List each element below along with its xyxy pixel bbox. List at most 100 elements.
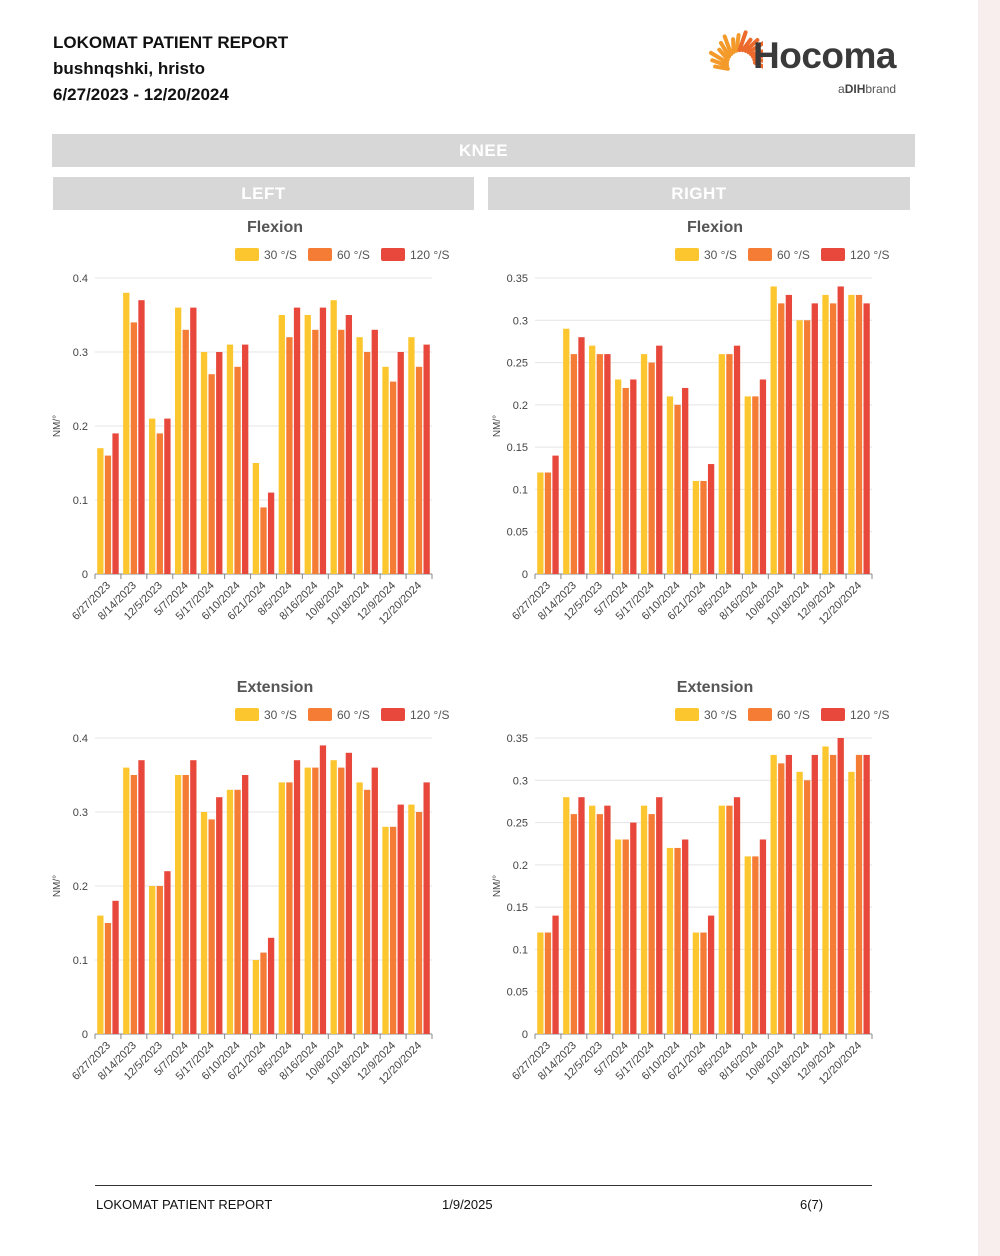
legend-swatch [821,248,845,261]
bar [822,746,829,1034]
bar [537,932,544,1034]
bar [622,839,629,1034]
bar [267,492,275,574]
legend-label: 120 °/S [410,708,450,722]
bar [389,381,397,574]
legend-label: 60 °/S [777,708,810,722]
legend-swatch [675,708,699,721]
bar [666,847,674,1034]
bar [640,354,648,574]
y-axis-label: NM/° [52,415,63,437]
y-tick-label: 0.3 [513,315,528,327]
bar [182,775,189,1034]
y-tick-label: 0.05 [507,987,528,999]
report-title: LOKOMAT PATIENT REPORT [53,33,289,52]
bar [382,826,389,1034]
bar [778,763,785,1034]
patient-name: bushnqshki, hristo [53,59,206,78]
logo-ray [737,30,748,53]
bar [242,344,249,574]
y-axis-label: NM/° [492,415,503,437]
bar [415,366,423,574]
legend-label: 120 °/S [410,248,450,262]
bar [837,738,844,1034]
bar [855,294,863,574]
bar [293,307,301,574]
bar [718,805,725,1034]
bar [112,433,119,574]
bar [604,354,611,574]
chart-left-extension-svg: Extension 30 °/S 60 °/S 120 °/S 0 0.1 0.2 0.3 0.… [52,679,450,1087]
bar [855,754,863,1034]
y-tick-label: 0.2 [513,860,528,872]
legend-swatch [748,708,772,721]
bar [863,303,870,574]
bar [604,805,611,1034]
bar [614,379,622,574]
bar [164,871,171,1034]
bar [589,345,596,574]
logo-ray [718,41,732,59]
bar [364,352,371,574]
y-tick-label: 0.05 [507,527,528,539]
bar [397,352,404,574]
bar [97,448,104,574]
bar [811,754,818,1034]
logo-subline: aDIHbrand [838,82,897,96]
footer-title: LOKOMAT PATIENT REPORT [96,1197,273,1212]
bar [226,789,234,1034]
bar [570,354,578,574]
bar [216,352,223,574]
bar [252,463,260,574]
bar [293,760,301,1034]
chart-title: Extension [237,679,313,696]
bar [674,404,681,574]
y-tick-label: 0.35 [507,733,528,745]
bar [200,812,208,1034]
bar [537,472,544,574]
logo-ray [734,33,741,53]
bar [630,822,637,1034]
bar [208,374,215,574]
y-tick-label: 0 [522,569,528,581]
bar [578,797,585,1034]
bar [286,337,293,574]
bar [848,771,855,1034]
bar [356,337,363,574]
logo-ray [746,40,763,55]
legend-label: 120 °/S [850,248,890,262]
bar [674,847,681,1034]
bar [752,856,759,1034]
bar [785,754,793,1034]
bar [752,396,759,574]
report-header: LOKOMAT PATIENT REPORT bushnqshki, hrist… [53,30,288,108]
bar [718,354,725,574]
bar [744,856,751,1034]
logo-ray [722,34,734,57]
bar [829,303,837,574]
y-tick-label: 0.1 [513,944,528,956]
chart-right-flexion-svg: Flexion 30 °/S 60 °/S 120 °/S 0 0.05 0.1 0.15 0.… [492,219,890,627]
bar [707,464,715,574]
bar [744,396,751,574]
bar [648,362,655,574]
chart-left-flexion: Flexion 30 °/S 60 °/S 120 °/S 0 0.1 0.2 0.3 0.4 N… [40,212,460,642]
chart-title: Flexion [247,219,303,236]
bar [104,455,112,574]
legend-label: 60 °/S [337,708,370,722]
y-tick-label: 0.3 [73,807,88,819]
logo-ray [752,60,763,69]
y-tick-label: 0.2 [513,400,528,412]
bar [804,320,811,574]
bar [544,472,552,574]
legend-label: 30 °/S [704,248,737,262]
bar [234,789,241,1034]
bar [759,839,767,1034]
bar [267,937,275,1034]
legend-swatch [381,248,405,261]
bar [345,315,353,574]
legend-label: 30 °/S [264,248,297,262]
y-tick-label: 0.15 [507,902,528,914]
y-tick-label: 0 [82,569,88,581]
bar [330,760,337,1034]
